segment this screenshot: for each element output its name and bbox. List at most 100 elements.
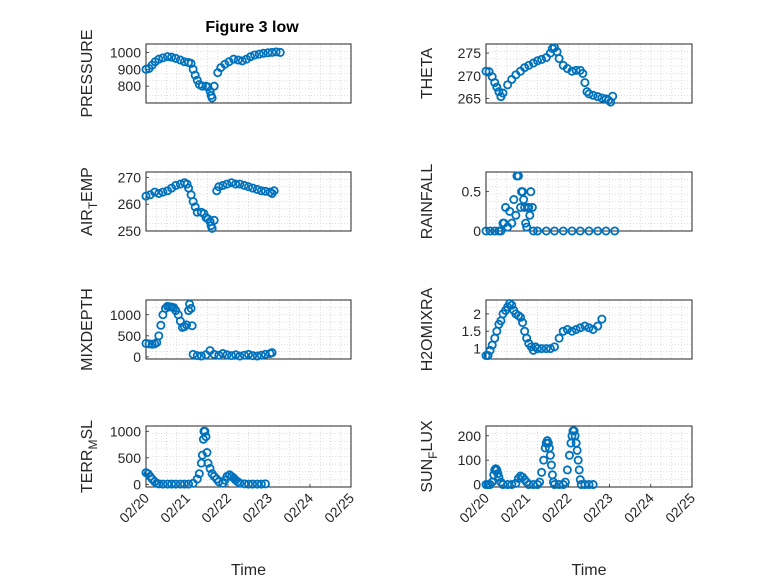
panel-mixdepth: 0 500 1000 MIXDEPTH	[79, 288, 352, 371]
data-point	[229, 54, 239, 64]
data-point	[218, 180, 228, 190]
data-point	[554, 54, 564, 64]
data-point	[584, 323, 594, 333]
data-point	[543, 438, 553, 448]
data-point	[533, 226, 543, 236]
data-point	[235, 351, 245, 361]
data-point	[492, 82, 502, 92]
grid-sun_flux	[486, 426, 692, 487]
y-tick-label: 0.5	[462, 184, 482, 200]
data-point	[507, 218, 517, 228]
panel-air_temp: 250 260 270 AIRTEMP	[79, 167, 352, 239]
data-point	[252, 479, 262, 489]
data-point	[235, 179, 245, 189]
data-point	[503, 480, 513, 490]
y-tick-label: 0	[133, 476, 141, 492]
data-point	[572, 445, 582, 455]
y-tick-label: 500	[118, 328, 142, 344]
x-tick-label: 02/25	[321, 490, 357, 526]
data-point	[275, 47, 285, 57]
panel-sun_flux: 0 100 200 02/20 02/21 02/22 02/23 02/24 02/25 Tim…	[419, 420, 698, 579]
y-axis-label: PRESSURE	[79, 29, 96, 117]
data-point	[256, 186, 266, 196]
data-point	[562, 324, 572, 334]
data-point	[593, 92, 603, 102]
y-tick-label: 1000	[110, 307, 141, 323]
data-point	[256, 479, 266, 489]
y-axis-label: TERRMSL	[79, 420, 100, 493]
data-point	[207, 223, 217, 233]
data-point	[494, 472, 504, 482]
data-point	[537, 467, 547, 477]
data-point	[184, 479, 194, 489]
series-mixdepth	[141, 299, 277, 361]
data-point	[554, 333, 564, 343]
data-point	[522, 222, 532, 232]
data-point	[578, 69, 588, 79]
data-point	[158, 187, 168, 197]
data-point	[481, 226, 491, 236]
y-tick-label: 260	[118, 196, 142, 212]
series-theta	[481, 43, 618, 107]
data-point	[239, 479, 249, 489]
data-point	[186, 303, 196, 313]
data-point	[560, 477, 570, 487]
data-point	[513, 171, 523, 181]
data-point	[541, 226, 551, 236]
data-point	[483, 351, 493, 361]
data-point	[202, 448, 212, 458]
data-point	[571, 324, 581, 334]
data-point	[175, 55, 185, 65]
data-point	[187, 321, 197, 331]
y-label-text: THETA	[419, 48, 436, 100]
data-point	[505, 298, 515, 308]
data-point	[207, 93, 217, 103]
data-point	[507, 74, 517, 84]
y-tick-label: 2	[473, 306, 481, 322]
data-point	[571, 438, 581, 448]
data-point	[549, 226, 559, 236]
series-rainfall	[481, 171, 620, 236]
data-point	[214, 350, 224, 360]
data-point	[260, 479, 270, 489]
data-point	[243, 479, 253, 489]
data-point	[188, 196, 198, 206]
x-tick-label: 02/23	[580, 490, 616, 526]
x-tick-label: 02/24	[621, 490, 657, 526]
y-label-subscript: T	[86, 201, 100, 209]
data-point	[610, 226, 620, 236]
data-point	[154, 54, 164, 64]
data-point	[494, 87, 504, 97]
series-air_temp	[141, 178, 279, 233]
data-point	[580, 321, 590, 331]
series-pressure	[141, 47, 285, 103]
y-tick-label: 275	[458, 45, 482, 61]
y-tick-label: 270	[118, 169, 142, 185]
y-axis-label: SUNFLUX	[419, 420, 440, 493]
data-point	[256, 350, 266, 360]
data-point	[254, 49, 264, 59]
data-point	[539, 455, 549, 465]
data-point	[267, 348, 277, 358]
y-tick-label: 100	[458, 452, 482, 468]
x-tick-label: 02/21	[497, 490, 533, 526]
data-point	[567, 326, 577, 336]
data-point	[485, 226, 495, 236]
data-point	[525, 210, 535, 220]
data-point	[222, 350, 232, 360]
data-point	[224, 57, 234, 67]
grid-pressure	[146, 44, 351, 103]
y-label-text: RAINFALL	[419, 164, 436, 240]
data-point	[509, 195, 519, 205]
data-point	[248, 351, 258, 361]
data-point	[246, 52, 256, 62]
data-point	[167, 479, 177, 489]
panel-theta: 265 270 275 THETA	[419, 43, 693, 107]
data-point	[209, 215, 219, 225]
data-point	[516, 312, 526, 322]
data-point	[503, 80, 513, 90]
data-point	[171, 180, 181, 190]
data-point	[574, 465, 584, 475]
data-point	[154, 479, 164, 489]
